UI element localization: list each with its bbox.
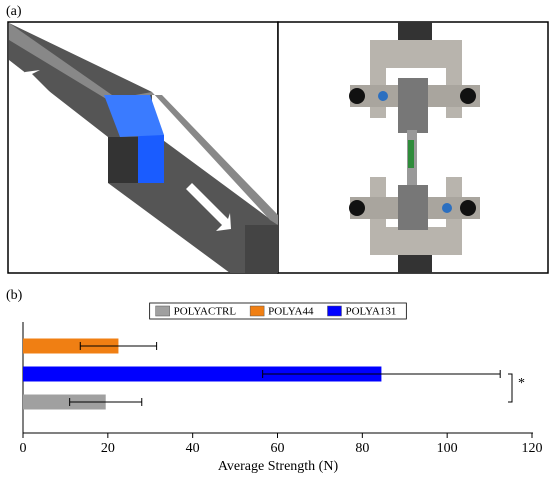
photo-panels xyxy=(7,21,549,274)
bar xyxy=(23,394,106,410)
annotation: * xyxy=(518,376,525,391)
x-tick-label: 40 xyxy=(186,441,200,456)
x-tick-label: 80 xyxy=(355,441,369,456)
x-axis-label: Average Strength (N) xyxy=(218,459,339,474)
bar xyxy=(23,338,119,354)
x-tick-label: 120 xyxy=(522,441,543,456)
error-bar xyxy=(69,398,143,406)
x-tick-label: 100 xyxy=(437,441,458,456)
error-bar xyxy=(79,342,158,350)
legend-label: POLYACTRL xyxy=(174,306,237,318)
panel-label: (a) xyxy=(6,4,22,19)
legend-swatch xyxy=(249,305,265,317)
legend-swatch xyxy=(155,305,170,317)
bar xyxy=(23,366,382,382)
x-tick-label: 20 xyxy=(101,441,115,456)
x-tick-label: 60 xyxy=(271,441,285,456)
legend-label: POLYA44 xyxy=(268,306,314,318)
legend-swatch xyxy=(327,305,342,317)
legend-label: POLYA131 xyxy=(345,306,396,318)
error-bar xyxy=(262,370,501,378)
panel-label: (b) xyxy=(6,288,23,303)
x-tick-label: 0 xyxy=(20,441,27,456)
legend xyxy=(149,302,407,320)
significance-bracket xyxy=(508,373,513,403)
